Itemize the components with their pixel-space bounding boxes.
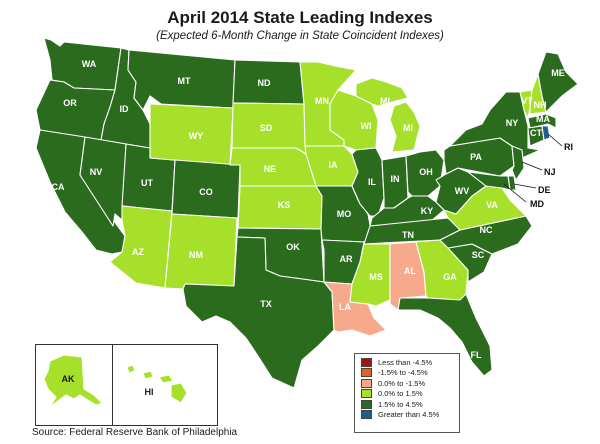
- label-de: DE: [538, 185, 551, 195]
- label-ut: UT: [141, 178, 153, 188]
- label-mi: MI: [403, 123, 413, 133]
- label-wi: WI: [361, 121, 372, 131]
- legend-swatch: [361, 389, 372, 398]
- legend-label: Less than -4.5%: [378, 357, 433, 367]
- alaska-map: AK: [43, 354, 103, 408]
- label-me: ME: [551, 68, 565, 78]
- label-mo: MO: [337, 209, 352, 219]
- label-ma: MA: [536, 114, 550, 124]
- callout-line-md: [503, 183, 527, 203]
- state-me[interactable]: [537, 51, 579, 113]
- callout-line-ri: [547, 133, 563, 147]
- label-wa: WA: [82, 59, 97, 69]
- label-mt: MT: [178, 76, 191, 86]
- legend-label: 0.0% to 1.5%: [378, 389, 423, 398]
- label-vt: VT: [521, 96, 533, 106]
- label-ri: RI: [564, 142, 573, 152]
- label-ca: CA: [52, 182, 65, 192]
- label-nc: NC: [480, 225, 493, 235]
- label-mi-up: MI: [380, 96, 390, 106]
- label-ok: OK: [286, 242, 300, 252]
- hawaii-map: HI: [126, 364, 188, 404]
- label-wy: WY: [189, 131, 204, 141]
- legend-label: -1.5% to -4.5%: [378, 368, 428, 377]
- label-ak: AK: [62, 374, 75, 384]
- state-fl[interactable]: [397, 293, 493, 377]
- state-nj[interactable]: [511, 145, 525, 181]
- hawaii-inset: HI: [112, 344, 218, 426]
- label-al: AL: [404, 266, 416, 276]
- state-ri[interactable]: [541, 125, 551, 141]
- label-ia: IA: [329, 160, 339, 170]
- alaska-inset: AK: [35, 344, 113, 426]
- label-il: IL: [368, 177, 377, 187]
- label-id: ID: [120, 104, 130, 114]
- state-hi-kauai[interactable]: [126, 364, 136, 374]
- legend-item: 1.5% to 4.5%: [355, 399, 459, 409]
- label-sc: SC: [472, 250, 485, 260]
- label-ct: CT: [530, 128, 542, 138]
- source-note: Source: Federal Reserve Bank of Philadel…: [32, 427, 238, 438]
- state-hi-maui[interactable]: [158, 374, 174, 384]
- legend-item: Less than -4.5%: [355, 357, 459, 367]
- label-nv: NV: [90, 167, 103, 177]
- map-legend: Less than -4.5% -1.5% to -4.5% 0.0% to -…: [354, 353, 460, 433]
- legend-item: 0.0% to -1.5%: [355, 378, 459, 388]
- legend-swatch: [361, 357, 372, 367]
- legend-label: 0.0% to -1.5%: [378, 378, 426, 388]
- label-mn: MN: [315, 96, 329, 106]
- label-tn: TN: [402, 230, 414, 240]
- state-tx[interactable]: [182, 236, 335, 389]
- legend-swatch: [361, 410, 372, 419]
- label-ky: KY: [421, 206, 434, 216]
- state-mi-up[interactable]: [355, 77, 409, 107]
- label-co: CO: [199, 187, 213, 197]
- map-title: April 2014 State Leading Indexes: [167, 8, 433, 27]
- callout-line-nj: [521, 161, 543, 171]
- label-ks: KS: [278, 200, 291, 210]
- label-ne: NE: [264, 164, 277, 174]
- legend-item: -1.5% to -4.5%: [355, 368, 459, 378]
- label-ms: MS: [369, 272, 383, 282]
- legend-swatch: [361, 399, 372, 409]
- legend-label: Greater than 4.5%: [378, 410, 440, 419]
- state-hi-oahu[interactable]: [142, 370, 154, 380]
- label-ar: AR: [340, 254, 353, 264]
- label-nj: NJ: [544, 167, 556, 177]
- label-la: LA: [339, 302, 351, 312]
- label-fl: FL: [471, 350, 482, 360]
- label-ny: NY: [506, 118, 519, 128]
- label-va: VA: [486, 200, 498, 210]
- legend-label: 1.5% to 4.5%: [378, 399, 423, 409]
- legend-swatch: [361, 368, 372, 377]
- label-wv: WV: [455, 186, 470, 196]
- label-in: IN: [391, 174, 400, 184]
- label-md: MD: [530, 199, 544, 209]
- label-nm: NM: [189, 250, 203, 260]
- label-sd: SD: [260, 123, 273, 133]
- label-oh: OH: [419, 167, 433, 177]
- legend-item: 0.0% to 1.5%: [355, 389, 459, 399]
- label-nd: ND: [258, 78, 271, 88]
- state-il[interactable]: [351, 147, 385, 217]
- state-mi[interactable]: [389, 101, 421, 153]
- state-md[interactable]: [467, 171, 511, 191]
- label-pa: PA: [470, 152, 482, 162]
- label-or: OR: [63, 98, 77, 108]
- label-az: AZ: [132, 247, 144, 257]
- state-vt[interactable]: [519, 89, 533, 119]
- map-subtitle: (Expected 6-Month Change in State Coinci…: [156, 30, 444, 42]
- callout-line-de: [513, 183, 537, 189]
- state-hi-big-island[interactable]: [170, 382, 188, 404]
- legend-swatch: [361, 378, 372, 388]
- label-nh: NH: [534, 100, 547, 110]
- label-ga: GA: [443, 272, 457, 282]
- state-nc[interactable]: [439, 215, 533, 255]
- label-hi: HI: [145, 387, 154, 397]
- legend-item: Greater than 4.5%: [355, 410, 459, 420]
- state-ak[interactable]: [43, 354, 103, 408]
- label-tx: TX: [260, 299, 272, 309]
